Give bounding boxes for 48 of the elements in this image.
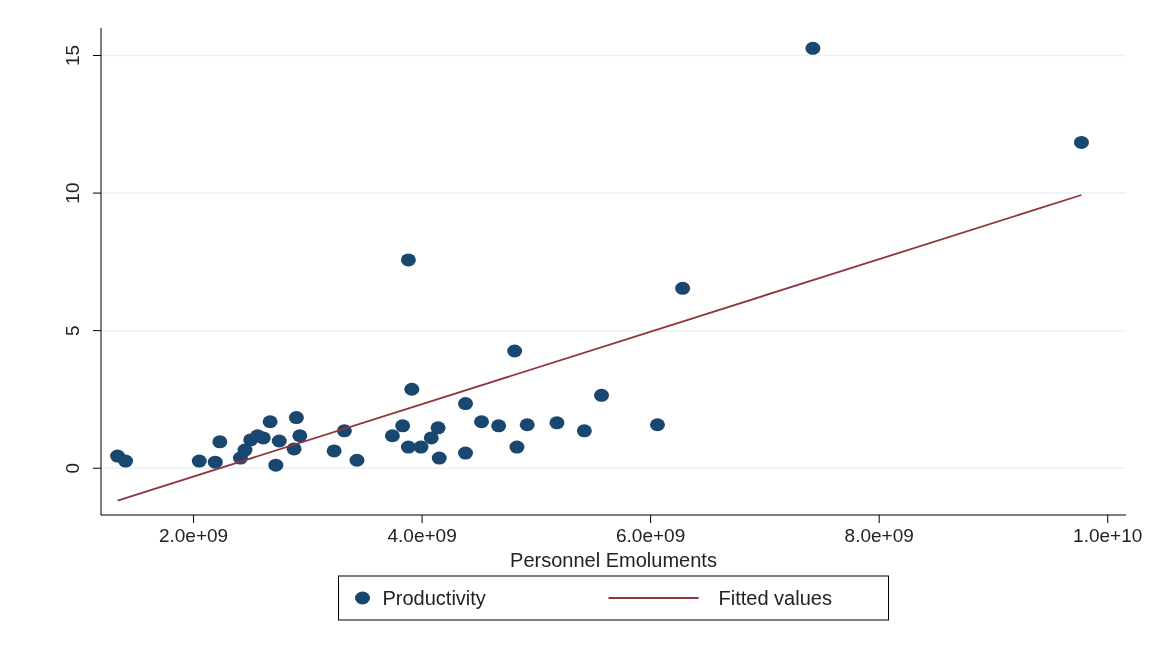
point (431, 451, 447, 465)
point (594, 388, 609, 402)
point (474, 415, 490, 429)
y-tick-label: 15 (62, 44, 83, 67)
point (458, 446, 474, 460)
y-tick-label: 5 (62, 325, 83, 336)
point (491, 419, 507, 433)
point (395, 419, 411, 433)
point (118, 454, 134, 468)
point (255, 431, 271, 445)
point (649, 418, 665, 432)
point (509, 440, 525, 454)
point (326, 444, 342, 458)
x-tick-label: 1.0e+10 (1073, 525, 1143, 546)
y-tick-label: 10 (62, 182, 83, 204)
y-tick-label: 0 (62, 462, 83, 474)
point (268, 458, 284, 472)
point (675, 281, 691, 295)
x-tick-label: 6.0e+09 (616, 525, 686, 546)
point (207, 455, 223, 469)
legend-label: Fitted values (718, 587, 832, 609)
legend-label: Productivity (382, 587, 486, 609)
point (288, 411, 304, 425)
point (384, 429, 400, 443)
point (191, 454, 207, 468)
point (519, 418, 535, 432)
point (805, 41, 821, 55)
point (458, 397, 474, 411)
point (237, 443, 253, 457)
point (507, 344, 523, 358)
point (400, 253, 416, 267)
point (400, 440, 416, 454)
point (576, 424, 592, 438)
x-tick-label: 2.0e+09 (158, 525, 229, 546)
point (212, 435, 228, 449)
point (1073, 135, 1089, 149)
point (292, 429, 308, 443)
point (423, 431, 439, 445)
point (271, 434, 287, 448)
x-tick-label: 8.0e+09 (844, 525, 914, 546)
point (262, 415, 278, 429)
x-axis-title: Personnel Emoluments (510, 549, 717, 571)
point (413, 440, 429, 454)
point (404, 382, 420, 396)
x-tick-label: 4.0e+09 (387, 525, 457, 546)
point (430, 421, 446, 435)
point (349, 453, 365, 467)
point (549, 416, 565, 430)
